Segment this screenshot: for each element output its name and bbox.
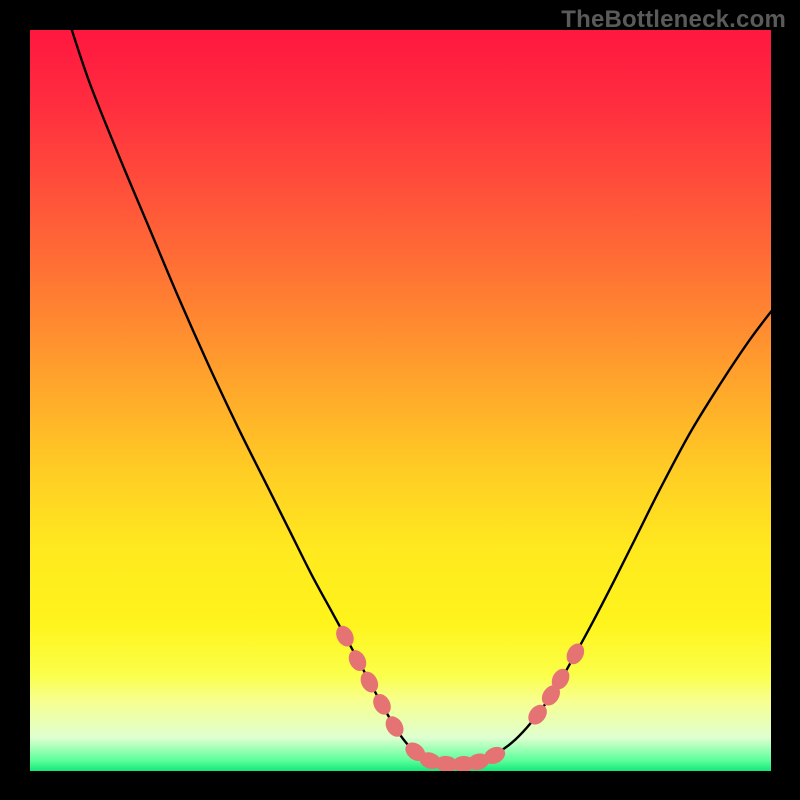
figure-stage: TheBottleneck.com [0, 0, 800, 800]
chart-plot-area [30, 30, 771, 771]
chart-svg [30, 30, 771, 771]
chart-background [30, 30, 771, 771]
watermark-text: TheBottleneck.com [561, 6, 786, 34]
